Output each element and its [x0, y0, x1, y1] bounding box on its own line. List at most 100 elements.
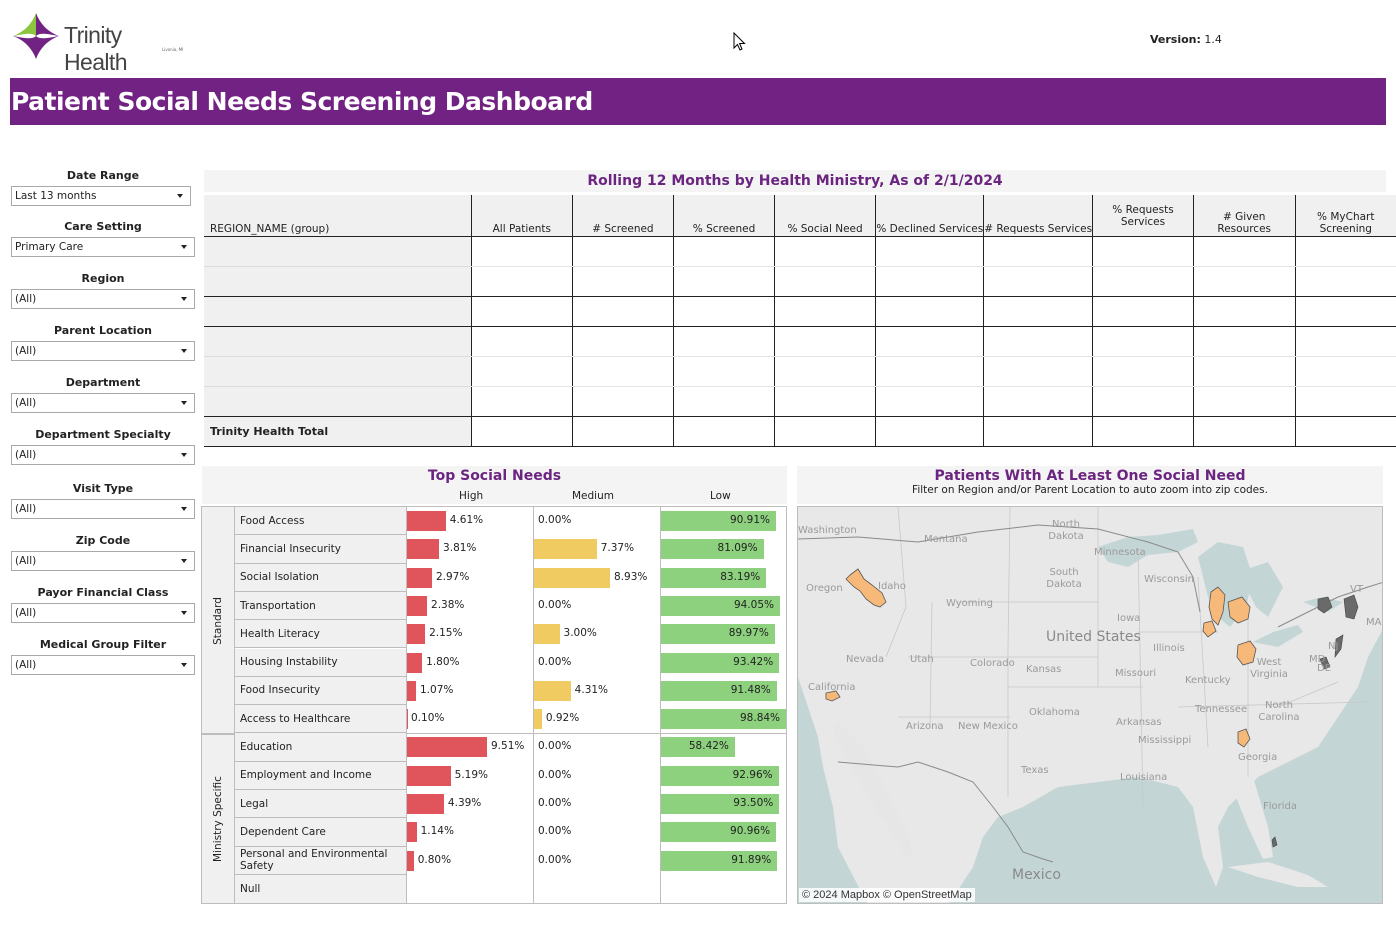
state-label: Florida	[1263, 801, 1298, 812]
social-need-row[interactable]: Personal and Environmental Safety 0.80% 0.…	[235, 846, 786, 875]
value-label-medium: 0.00%	[538, 825, 572, 838]
social-need-row[interactable]: Dependent Care 1.14% 0.00% 90.96%	[235, 818, 786, 847]
column-header[interactable]: REGION_NAME (group)	[204, 195, 472, 237]
bar-low[interactable]	[661, 567, 767, 588]
bar-high[interactable]	[407, 567, 432, 588]
social-need-row[interactable]: Null	[235, 874, 786, 904]
column-header[interactable]: % MyChart Screening	[1294, 195, 1396, 237]
bar-medium[interactable]	[534, 709, 542, 730]
bar-high[interactable]	[407, 794, 444, 814]
value-label-low: 90.91%	[729, 514, 771, 526]
bar-high[interactable]	[407, 624, 426, 645]
social-need-row[interactable]: Food Insecurity 1.07% 4.31% 91.48%	[235, 676, 786, 706]
table-row[interactable]	[204, 326, 1396, 357]
filter-date-range: Date Range Last 13 months	[11, 168, 195, 219]
value-label-medium: 7.37%	[600, 542, 635, 555]
column-header[interactable]: # Requests Services	[983, 195, 1093, 237]
social-need-row[interactable]: Employment and Income 5.19% 0.00% 92.96%	[235, 761, 786, 790]
map-attribution[interactable]: © 2024 Mapbox © OpenStreetMap	[799, 888, 975, 902]
column-header[interactable]: # Given Resources	[1192, 195, 1296, 237]
social-need-label: Housing Instability	[235, 648, 407, 677]
bar-low[interactable]	[661, 680, 777, 701]
value-label-high: 2.97%	[435, 570, 470, 583]
country-label-text: United States	[1046, 629, 1141, 645]
top-social-needs-title: Top Social Needs	[427, 468, 562, 484]
bar-low[interactable]	[661, 511, 776, 531]
trinity-health-logo: Trinity Health Livonia, MI	[10, 10, 190, 75]
column-header[interactable]: All Patients	[471, 195, 573, 237]
social-need-map[interactable]: Washington Montana North Dakota Minnesota Or…	[797, 506, 1383, 904]
bar-low[interactable]	[661, 595, 780, 616]
value-label-low: 83.19%	[720, 570, 761, 583]
bar-low[interactable]	[661, 765, 779, 786]
bar-low[interactable]	[661, 652, 780, 673]
table-row[interactable]	[204, 386, 1396, 417]
state-label: Texas	[1021, 765, 1049, 776]
cluster-california	[825, 690, 841, 702]
bar-high[interactable]	[407, 737, 487, 758]
bar-low[interactable]	[661, 794, 780, 814]
bar-high[interactable]	[407, 595, 428, 616]
social-need-label: Food Access	[235, 507, 407, 536]
bar-high[interactable]	[407, 511, 446, 531]
bar-high[interactable]	[407, 680, 416, 701]
filter-parent-location: Parent Location (All)	[11, 323, 195, 375]
social-need-row[interactable]: Access to Healthcare 0.10% 0.92% 98.84%	[235, 705, 786, 734]
social-need-row[interactable]: Health Literacy 2.15% 3.00% 89.97%	[235, 620, 786, 649]
social-need-row[interactable]: Transportation 2.38% 0.00% 94.05%	[235, 591, 786, 621]
department-dropdown[interactable]: (All)	[11, 393, 195, 413]
bar-low[interactable]	[661, 850, 778, 871]
table-row[interactable]	[204, 296, 1396, 327]
dropdown-value: (All)	[15, 555, 37, 567]
social-need-row[interactable]: Financial Insecurity 3.81% 7.37% 81.09%	[235, 535, 786, 564]
bar-low[interactable]	[661, 709, 786, 730]
column-header[interactable]: % Social Need	[773, 195, 876, 237]
filter-panel: Date Range Last 13 months Care Setting P…	[11, 168, 195, 689]
bar-low[interactable]	[661, 737, 735, 758]
table-row[interactable]	[204, 266, 1396, 297]
column-header[interactable]: # Screened	[571, 195, 674, 237]
column-header[interactable]: % Declined Services	[875, 195, 984, 237]
zip-code-dropdown[interactable]: (All)	[11, 551, 195, 571]
bar-low[interactable]	[661, 624, 775, 645]
table-row[interactable]	[204, 356, 1396, 387]
department-specialty-dropdown[interactable]: (All)	[11, 445, 195, 465]
social-need-row[interactable]: Food Access 4.61% 0.00% 90.91%	[235, 507, 786, 536]
filter-label: Zip Code	[75, 534, 131, 547]
social-need-row[interactable]: Social Isolation 2.97% 8.93% 83.19%	[235, 563, 786, 592]
value-label-high: 0.80%	[417, 853, 452, 866]
region-dropdown[interactable]: (All)	[11, 289, 195, 309]
state-label: Missouri	[1115, 668, 1157, 679]
bar-medium[interactable]	[534, 624, 560, 645]
visit-type-dropdown[interactable]: (All)	[11, 499, 195, 519]
column-header[interactable]: % Screened	[673, 195, 775, 237]
date-range-dropdown[interactable]: Last 13 months	[11, 186, 191, 206]
care-setting-dropdown[interactable]: Primary Care	[11, 237, 195, 257]
bar-medium[interactable]	[534, 567, 610, 588]
bar-high[interactable]	[407, 652, 423, 673]
social-need-row[interactable]: Legal 4.39% 0.00% 93.50%	[235, 790, 786, 819]
medical-group-dropdown[interactable]: (All)	[11, 655, 195, 675]
bar-low[interactable]	[661, 539, 764, 560]
bar-high[interactable]	[407, 765, 451, 786]
bar-high[interactable]	[407, 822, 417, 843]
bar-high[interactable]	[407, 709, 408, 730]
payor-financial-class-dropdown[interactable]: (All)	[11, 603, 195, 623]
bar-medium[interactable]	[534, 680, 571, 701]
social-need-row[interactable]: Housing Instability 1.80% 0.00% 93.42%	[235, 648, 786, 677]
bar-medium[interactable]	[534, 539, 597, 560]
filter-label: Department Specialty	[35, 428, 171, 441]
state-label: Iowa	[1117, 613, 1141, 624]
total-row-label: Trinity Health Total	[204, 416, 472, 447]
bar-high[interactable]	[407, 850, 414, 871]
cluster-maryland	[1319, 656, 1331, 670]
table-total-row[interactable]: Trinity Health Total	[204, 416, 1396, 447]
table-row[interactable]	[204, 236, 1396, 267]
social-need-row[interactable]: Education 9.51% 0.00% 58.42%	[235, 733, 786, 762]
bar-low[interactable]	[661, 822, 777, 843]
column-header[interactable]: % Requests Services	[1092, 195, 1194, 237]
value-label-low: 98.84%	[740, 712, 781, 725]
bar-high[interactable]	[407, 539, 440, 560]
parent-location-dropdown[interactable]: (All)	[11, 341, 195, 361]
dropdown-value: (All)	[15, 449, 37, 461]
